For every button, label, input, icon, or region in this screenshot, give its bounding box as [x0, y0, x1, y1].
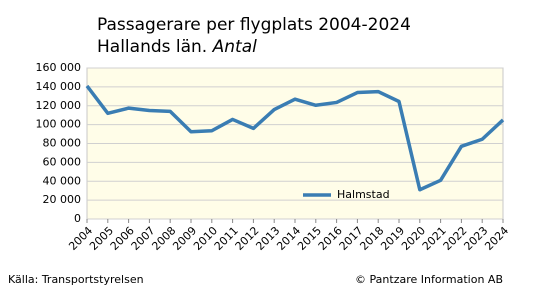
y-tick-label: 80 000 — [43, 137, 82, 150]
y-tick-label: 140 000 — [36, 80, 82, 93]
copyright: © Pantzare Information AB — [355, 273, 503, 286]
source: Källa: Transportstyrelsen — [8, 273, 144, 286]
y-tick-label: 60 000 — [43, 155, 82, 168]
unit: Antal — [212, 37, 257, 57]
y-tick-label: 120 000 — [36, 99, 82, 112]
y-tick-label: 0 — [74, 212, 81, 225]
subtitle: Hallands län. — [97, 37, 207, 57]
x-tick-label: 2024 — [482, 224, 511, 253]
y-tick-label: 20 000 — [43, 193, 82, 206]
y-tick-label: 40 000 — [43, 174, 82, 187]
y-tick-label: 160 000 — [36, 61, 82, 74]
y-tick-label: 100 000 — [36, 118, 82, 131]
data-line — [85, 84, 505, 192]
legend-label: Halmstad — [337, 188, 390, 201]
chart-subtitle: Hallands län. Antal — [97, 37, 257, 57]
chart-title: Passagerare per flygplats 2004-2024 — [97, 15, 411, 35]
